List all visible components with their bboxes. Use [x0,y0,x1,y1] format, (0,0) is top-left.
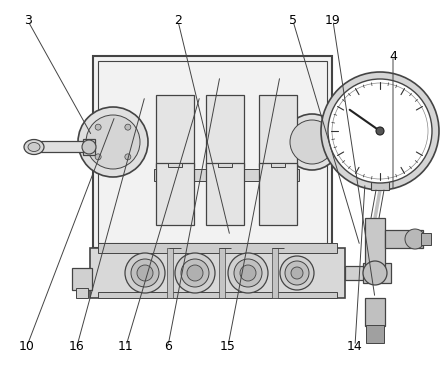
Text: 2: 2 [174,15,182,27]
Circle shape [125,253,165,293]
Bar [156,163,194,225]
Circle shape [78,107,148,177]
Circle shape [240,265,256,281]
Bar [90,248,345,298]
Circle shape [125,154,131,160]
Bar [154,169,299,181]
Circle shape [290,120,334,164]
Bar [98,243,337,253]
Circle shape [175,253,215,293]
Ellipse shape [28,142,40,152]
Circle shape [228,253,268,293]
Bar [167,248,173,298]
Bar [156,96,194,167]
Bar [363,263,391,283]
Text: 10: 10 [19,340,35,352]
Bar [206,96,244,167]
Bar [345,266,368,280]
Bar [83,139,95,155]
Circle shape [95,124,101,130]
Bar [72,268,92,290]
Bar [219,248,225,298]
Circle shape [363,261,387,285]
Ellipse shape [24,139,44,154]
Circle shape [328,79,432,183]
Text: 16: 16 [69,340,85,352]
Text: 14: 14 [347,340,363,352]
Bar [76,288,88,298]
Bar [32,141,85,152]
Text: 19: 19 [325,15,341,27]
Bar [365,298,385,326]
Circle shape [95,154,101,160]
Bar [271,163,285,167]
Bar [421,233,431,245]
Circle shape [321,72,439,190]
Text: 11: 11 [118,340,134,352]
Circle shape [181,259,209,287]
Text: 4: 4 [389,49,397,63]
Text: 6: 6 [164,340,172,352]
Bar [371,180,389,190]
Bar [272,248,278,298]
Bar [93,56,332,248]
Circle shape [285,261,309,285]
Circle shape [137,265,153,281]
Bar [206,163,244,225]
Bar [259,96,297,167]
Circle shape [187,265,203,281]
Bar [98,292,337,298]
Circle shape [86,115,140,169]
Bar [259,163,297,225]
Bar [98,61,327,243]
Circle shape [291,267,303,279]
Circle shape [82,140,96,154]
Circle shape [234,259,262,287]
Bar [168,163,182,167]
Circle shape [125,124,131,130]
Text: 5: 5 [289,15,297,27]
Bar [218,163,232,167]
Text: 3: 3 [24,15,32,27]
Circle shape [376,127,384,135]
Circle shape [405,229,425,249]
Circle shape [284,114,340,170]
Circle shape [131,259,159,287]
Bar [385,230,423,248]
Bar [365,218,385,273]
Circle shape [280,256,314,290]
Text: 15: 15 [220,340,236,352]
Bar [366,325,384,343]
